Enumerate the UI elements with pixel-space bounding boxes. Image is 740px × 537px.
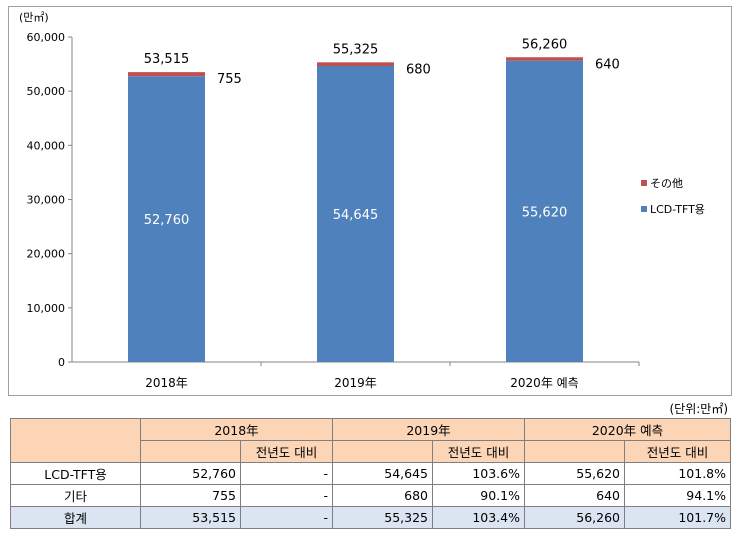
table-corner-cell xyxy=(10,418,141,463)
table-row-total: 합계 53,515 - 55,325 103.4% 56,260 101.7% xyxy=(10,506,732,529)
cell-value: 56,260 xyxy=(524,506,625,529)
cell-ratio: 90.1% xyxy=(432,484,525,507)
cell-value: 640 xyxy=(524,484,625,507)
row-label: 합계 xyxy=(10,506,141,529)
cell-ratio: 103.6% xyxy=(432,462,525,485)
bar-lcd-tft xyxy=(128,76,205,362)
total-value-label: 55,325 xyxy=(333,42,379,57)
cell-ratio: - xyxy=(240,462,333,485)
legend-swatch-other xyxy=(641,180,647,186)
bar-other xyxy=(128,72,205,77)
table-row: LCD-TFT용 52,760 - 54,645 103.6% 55,620 1… xyxy=(10,462,732,485)
cell-value: 680 xyxy=(332,484,433,507)
other-value-label: 640 xyxy=(595,57,620,72)
x-tick-label: 2020年 예측 xyxy=(510,376,578,390)
bar-value-label: 52,760 xyxy=(144,213,190,228)
stacked-bar-chart: (만㎡) 0 10,000 20,000 30,000 40,000 50,000 60,00… xyxy=(19,11,705,390)
cell-value: 755 xyxy=(140,484,241,507)
bar-lcd-tft xyxy=(506,60,583,362)
table-header-row: 2018年 2019年 2020年 예측 xyxy=(10,418,732,463)
subheader-yoy-2018: 전년도 대비 xyxy=(240,440,333,463)
cell-ratio: 101.7% xyxy=(623,506,732,529)
y-tick-label: 40,000 xyxy=(27,139,66,152)
cell-ratio: - xyxy=(240,506,333,529)
x-tick-label: 2018年 xyxy=(145,376,188,390)
bar-value-label: 55,620 xyxy=(522,205,568,220)
bar-value-label: 54,645 xyxy=(333,208,379,223)
chart-area: (만㎡) 0 10,000 20,000 30,000 40,000 50,000 60,00… xyxy=(8,6,732,396)
y-tick-label: 30,000 xyxy=(27,194,66,207)
cell-ratio: - xyxy=(240,484,333,507)
y-tick-label: 10,000 xyxy=(27,302,66,315)
legend-label-other: その他 xyxy=(650,177,683,190)
header-2020: 2020年 예측 xyxy=(523,418,732,441)
total-value-label: 53,515 xyxy=(144,52,190,67)
subheader-yoy-2020: 전년도 대비 xyxy=(623,440,732,463)
bar-other xyxy=(317,62,394,67)
subheader-yoy-2019: 전년도 대비 xyxy=(432,440,525,463)
y-tick-label: 50,000 xyxy=(27,85,66,98)
y-unit-label: (만㎡) xyxy=(19,11,49,24)
table-unit-label: (단위:만㎡) xyxy=(669,402,728,416)
other-value-label: 755 xyxy=(217,72,242,87)
header-2018: 2018年 xyxy=(140,418,333,441)
y-tick-label: 20,000 xyxy=(27,248,66,261)
cell-value: 55,620 xyxy=(524,462,625,485)
data-table: 2018年 2019年 2020年 예측 전년도 대비 전년도 대비 전년도 대… xyxy=(10,418,732,529)
cell-value: 55,325 xyxy=(332,506,433,529)
y-tick-label: 60,000 xyxy=(27,31,66,44)
row-label: 기타 xyxy=(10,484,141,507)
bar-lcd-tft xyxy=(317,66,394,362)
cell-value: 53,515 xyxy=(140,506,241,529)
row-label: LCD-TFT용 xyxy=(10,462,141,485)
cell-value: 54,645 xyxy=(332,462,433,485)
cell-ratio: 103.4% xyxy=(432,506,525,529)
cell-ratio: 101.8% xyxy=(623,462,732,485)
other-value-label: 680 xyxy=(406,62,431,77)
cell-value: 52,760 xyxy=(140,462,241,485)
subheader-blank-2018 xyxy=(140,440,241,463)
total-value-label: 56,260 xyxy=(522,37,568,52)
legend-swatch-lcd xyxy=(641,206,647,212)
table-row: 기타 755 - 680 90.1% 640 94.1% xyxy=(10,484,732,507)
y-tick-label: 0 xyxy=(58,356,65,369)
header-2019: 2019年 xyxy=(332,418,525,441)
bar-other xyxy=(506,57,583,61)
subheader-blank-2019 xyxy=(332,440,433,463)
subheader-blank-2020 xyxy=(524,440,625,463)
legend-label-lcd: LCD-TFT용 xyxy=(650,203,705,216)
cell-ratio: 94.1% xyxy=(623,484,732,507)
x-tick-label: 2019年 xyxy=(334,376,377,390)
